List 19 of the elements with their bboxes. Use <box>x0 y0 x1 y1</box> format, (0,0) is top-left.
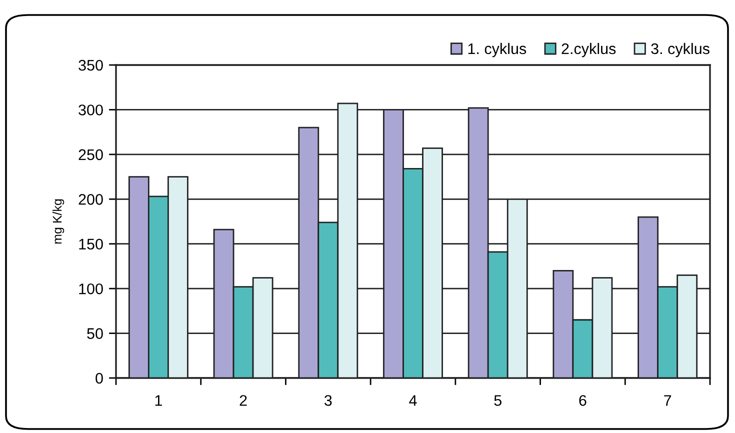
y-tick-label: 350 <box>78 60 103 71</box>
legend-label: 3. cyklus <box>651 42 710 58</box>
x-tick-label: 2 <box>240 395 247 406</box>
x-tick-label: 1 <box>155 395 162 406</box>
x-tick-label: 3 <box>324 395 332 406</box>
y-axis-title: mg K/kg <box>52 199 64 244</box>
x-tick-label: 4 <box>409 395 417 406</box>
y-tick-label: 50 <box>87 328 103 339</box>
y-tick-label: 200 <box>78 194 103 205</box>
x-tick-label: 7 <box>664 395 672 406</box>
y-tick-label: 150 <box>79 238 103 250</box>
y-tick-label: 0 <box>96 372 103 384</box>
legend-label: 2.cyklus <box>562 42 616 58</box>
y-tick-label: 100 <box>79 283 103 294</box>
x-tick-label: 5 <box>494 395 502 406</box>
legend-label: 1. cyklus <box>468 42 526 58</box>
x-tick-label: 6 <box>579 395 586 406</box>
y-tick-label: 300 <box>78 104 103 116</box>
y-tick-label: 250 <box>78 149 103 160</box>
